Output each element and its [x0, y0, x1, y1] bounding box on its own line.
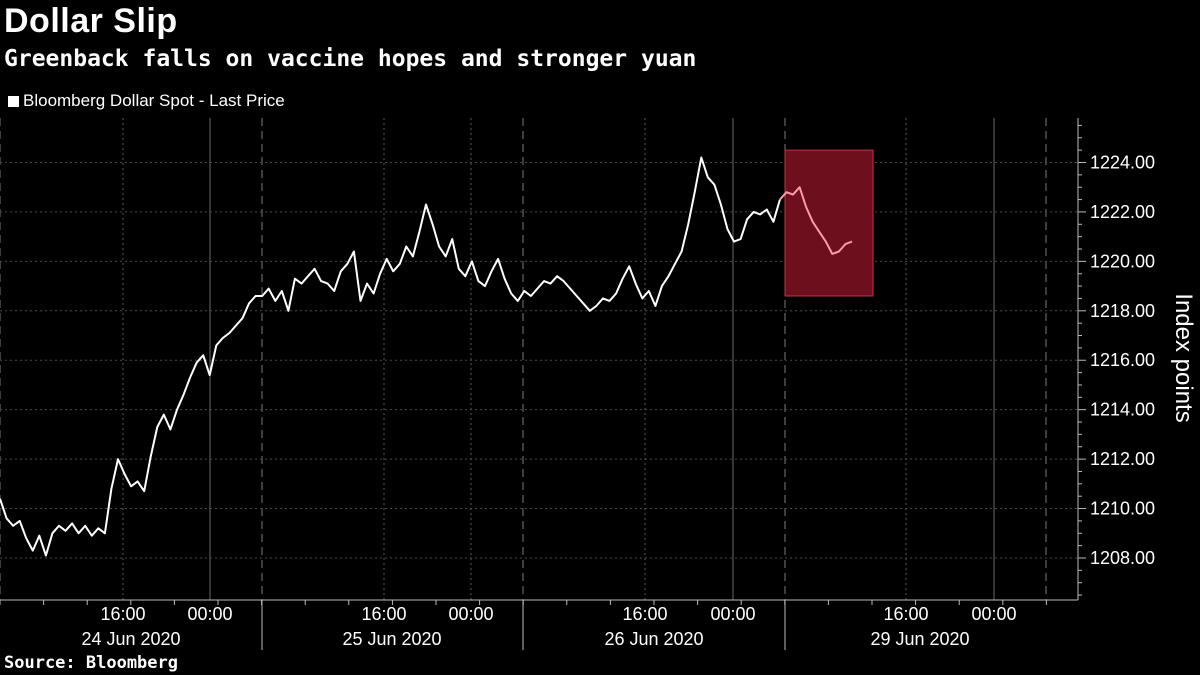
y-tick-label: 1218.00 — [1090, 301, 1155, 321]
source-note: Source: Bloomberg — [4, 653, 178, 673]
legend: Bloomberg Dollar Spot - Last Price — [8, 91, 285, 111]
x-time-label: 16:00 — [100, 604, 145, 624]
legend-label: Bloomberg Dollar Spot - Last Price — [23, 91, 285, 110]
chart-subtitle: Greenback falls on vaccine hopes and str… — [4, 46, 697, 72]
x-time-label: 16:00 — [622, 604, 667, 624]
series-line-dollar-spot — [0, 156, 781, 557]
y-tick-label: 1210.00 — [1090, 499, 1155, 519]
y-tick-label: 1224.00 — [1090, 152, 1155, 172]
x-time-label: 00:00 — [187, 604, 232, 624]
highlight-box — [784, 149, 874, 297]
x-date-label: 26 Jun 2020 — [604, 629, 703, 649]
y-tick-label: 1208.00 — [1090, 548, 1155, 568]
x-date-label: 29 Jun 2020 — [870, 629, 969, 649]
x-time-label: 00:00 — [710, 604, 755, 624]
x-date-label: 25 Jun 2020 — [342, 629, 441, 649]
x-time-label: 16:00 — [883, 604, 928, 624]
legend-swatch — [8, 95, 19, 107]
y-tick-label: 1222.00 — [1090, 202, 1155, 222]
y-tick-label: 1212.00 — [1090, 449, 1155, 469]
y-tick-label: 1214.00 — [1090, 400, 1155, 420]
y-axis-title: Index points — [1170, 293, 1197, 422]
x-time-label: 16:00 — [361, 604, 406, 624]
y-tick-label: 1216.00 — [1090, 350, 1155, 370]
x-time-label: 00:00 — [448, 604, 493, 624]
y-tick-label: 1220.00 — [1090, 251, 1155, 271]
x-date-label: 24 Jun 2020 — [81, 629, 180, 649]
chart-title: Dollar Slip — [4, 2, 178, 40]
series-line-highlighted — [779, 186, 853, 255]
x-time-label: 00:00 — [971, 604, 1016, 624]
